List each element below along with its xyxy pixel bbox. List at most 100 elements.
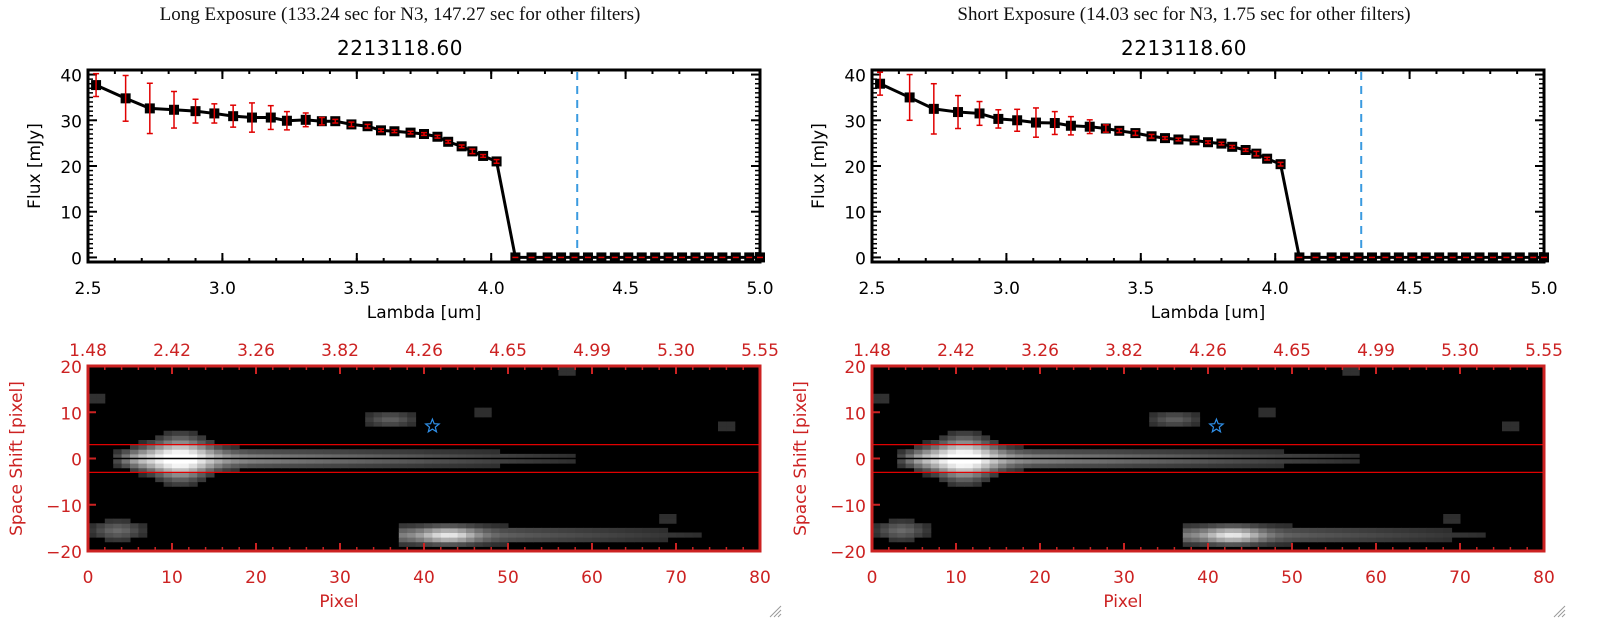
image-pixel: [1258, 463, 1268, 469]
image-pixel: [499, 523, 509, 529]
image-pixel: [1350, 458, 1360, 464]
image-pixel: [1031, 453, 1041, 459]
long-exposure-panel: Long Exposure (133.24 sec for N3, 147.27…: [7, 4, 782, 618]
image-pixel: [914, 523, 923, 529]
image-pixel: [905, 453, 915, 459]
image-pixel: [1292, 537, 1301, 543]
image-pixel: [88, 523, 97, 529]
y-tick-label: 0: [855, 451, 866, 471]
image-pixel: [872, 393, 881, 399]
image-pixel: [256, 449, 265, 455]
image-pixel: [415, 537, 425, 543]
image-pixel: [373, 449, 383, 455]
top-tick-label: 3.82: [321, 341, 359, 361]
image-pixel: [922, 449, 932, 455]
image-pixel: [1023, 449, 1033, 455]
image-pixel: [1258, 453, 1268, 459]
resize-grip-icon[interactable]: [768, 604, 782, 618]
image-pixel: [172, 472, 181, 478]
image-pixel: [180, 449, 190, 455]
image-pixel: [172, 435, 181, 441]
image-pixel: [981, 444, 991, 450]
image-pixel: [880, 523, 890, 529]
image-pixel: [1224, 463, 1234, 469]
image-pixel: [1014, 463, 1024, 469]
image-pixel: [1132, 449, 1142, 455]
image-pixel: [163, 458, 173, 464]
image-pixel: [642, 537, 652, 543]
image-pixel: [625, 532, 635, 538]
image-pixel: [382, 453, 391, 459]
image-pixel: [1241, 532, 1251, 538]
image-pixel: [407, 463, 417, 469]
image-pixel: [331, 449, 341, 455]
y-tick-label: 10: [844, 404, 866, 424]
image-pixel: [1115, 463, 1125, 469]
image-pixel: [474, 463, 484, 469]
image-pixel: [440, 458, 450, 464]
image-pixel: [922, 527, 932, 533]
image-pixel: [964, 477, 974, 483]
x-tick-label: 80: [749, 568, 771, 588]
image-pixel: [298, 449, 307, 455]
image-pixel: [508, 532, 517, 538]
resize-grip-icon[interactable]: [1552, 604, 1566, 618]
image-pixel: [956, 463, 965, 469]
image-pixel: [930, 440, 940, 446]
image-pixel: [1258, 449, 1268, 455]
image-pixel: [1300, 458, 1310, 464]
image-pixel: [1325, 453, 1335, 459]
image-pixel: [457, 541, 467, 547]
image-pixel: [1350, 370, 1360, 376]
x-tick-label: 70: [1449, 568, 1471, 588]
image-pixel: [449, 527, 459, 533]
x-axis-title: Pixel: [319, 592, 358, 612]
image-pixel: [482, 463, 492, 469]
image-pixel: [939, 449, 949, 455]
image-pixel: [558, 366, 568, 372]
image-pixel: [130, 463, 139, 469]
image-pixel: [1149, 453, 1159, 459]
x-tick-label: 0: [83, 568, 94, 588]
image-pixel: [1350, 532, 1360, 538]
image-pixel: [956, 472, 965, 478]
image-pixel: [188, 449, 198, 455]
image-pixel: [104, 523, 114, 529]
image-pixel: [1241, 537, 1251, 543]
image-pixel: [138, 527, 148, 533]
image-pixel: [1208, 523, 1217, 529]
image-pixel: [197, 444, 207, 450]
image-pixel: [398, 412, 408, 418]
image-pixel: [1510, 426, 1520, 432]
image-pixel: [239, 453, 249, 459]
image-pixel: [1266, 458, 1276, 464]
image-pixel: [163, 435, 173, 441]
image-pixel: [365, 416, 375, 422]
image-pixel: [1090, 463, 1100, 469]
image-pixel: [1166, 421, 1175, 427]
image-pixel: [1006, 444, 1016, 450]
image-pixel: [1157, 463, 1167, 469]
image-pixel: [188, 430, 198, 436]
image-pixel: [964, 458, 974, 464]
image-pixel: [398, 458, 408, 464]
image-pixel: [466, 523, 475, 529]
image-pixel: [1258, 523, 1268, 529]
image-pixel: [474, 458, 484, 464]
image-pixel: [1250, 449, 1259, 455]
image-pixel: [365, 458, 375, 464]
image-pixel: [197, 458, 207, 464]
image-pixel: [872, 398, 881, 404]
image-pixel: [1006, 453, 1016, 459]
top-tick-label: 5.30: [657, 341, 695, 361]
image-pixel: [466, 537, 475, 543]
image-pixel: [1451, 518, 1461, 524]
image-pixel: [499, 527, 509, 533]
image-pixel: [1082, 449, 1091, 455]
top-tick-label: 4.26: [1189, 341, 1227, 361]
image-pixel: [491, 449, 501, 455]
image-pixel: [508, 527, 517, 533]
image-pixel: [1090, 458, 1100, 464]
image-pixel: [373, 458, 383, 464]
image-pixel: [172, 449, 181, 455]
